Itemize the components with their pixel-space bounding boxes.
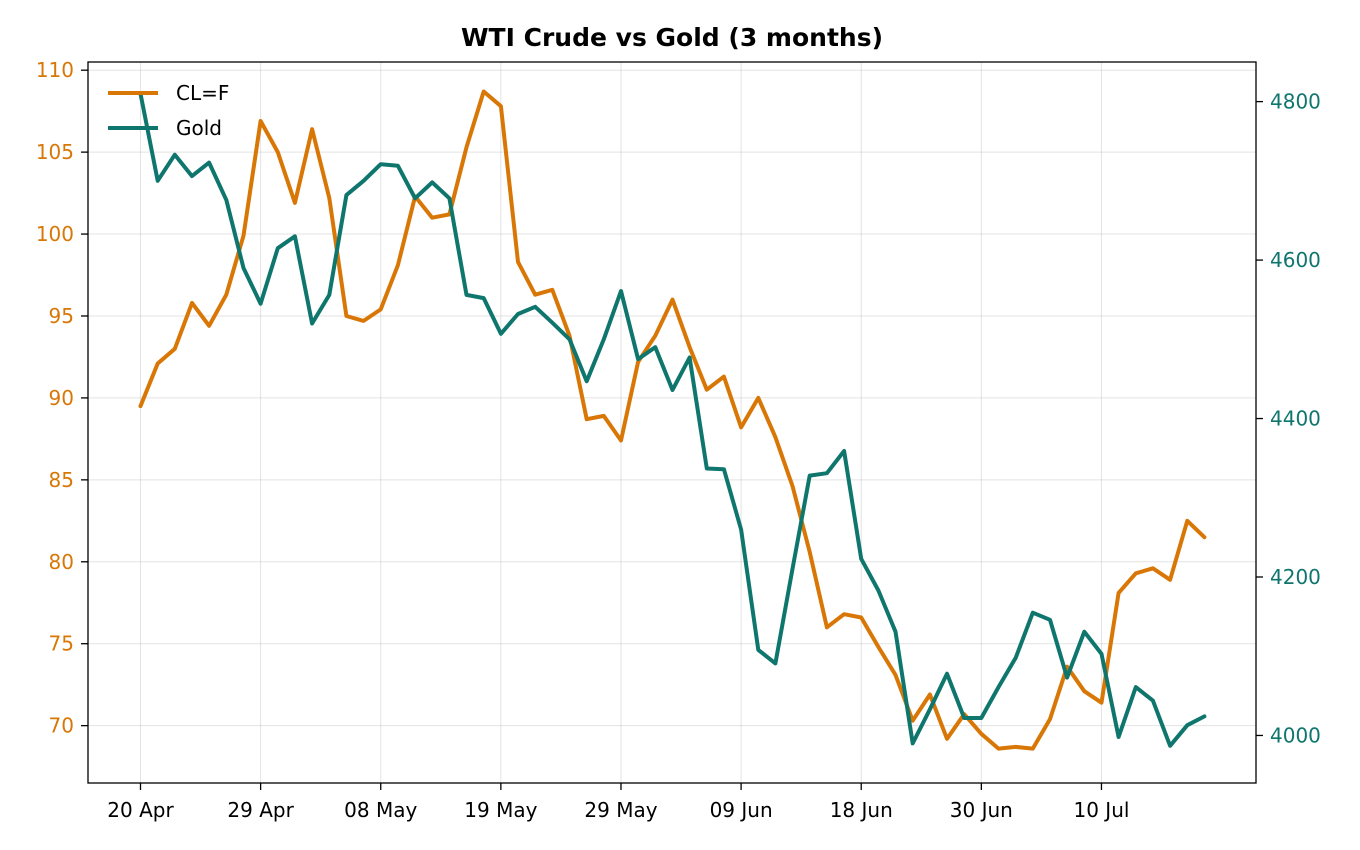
series-line-gold <box>138 91 1207 748</box>
series-layer <box>138 89 1207 751</box>
chart-title: WTI Crude vs Gold (3 months) <box>461 23 883 52</box>
y-axis-left: 70 75 80 85 90 95 100 105 110 <box>36 58 88 738</box>
y-left-tick-label: 70 <box>49 714 74 738</box>
y-left-tick-label: 85 <box>49 468 74 492</box>
y-left-tick-label: 90 <box>49 386 74 410</box>
x-tick-label: 19 May <box>464 798 537 822</box>
x-tick-label: 20 Apr <box>107 798 174 822</box>
legend: CL=F Gold <box>108 81 229 140</box>
series-line-cl-f <box>138 89 1207 751</box>
y-right-tick-label: 4200 <box>1270 565 1321 589</box>
x-tick-label: 09 Jun <box>710 798 773 822</box>
y-right-tick-label: 4000 <box>1270 723 1321 747</box>
y-left-tick-label: 75 <box>49 632 74 656</box>
legend-label: CL=F <box>176 81 229 105</box>
y-right-tick-label: 4600 <box>1270 248 1321 272</box>
y-right-tick-label: 4800 <box>1270 90 1321 114</box>
grid-lines <box>88 62 1256 783</box>
y-right-tick-label: 4400 <box>1270 407 1321 431</box>
x-tick-label: 10 Jul <box>1073 798 1129 822</box>
x-tick-label: 29 May <box>584 798 657 822</box>
y-left-tick-label: 80 <box>49 550 74 574</box>
x-tick-label: 30 Jun <box>950 798 1013 822</box>
y-left-tick-label: 100 <box>36 222 74 246</box>
x-tick-label: 08 May <box>344 798 417 822</box>
legend-label: Gold <box>176 116 222 140</box>
x-tick-label: 29 Apr <box>227 798 294 822</box>
plot-frame <box>87 61 1257 784</box>
y-left-tick-label: 95 <box>49 304 74 328</box>
y-axis-right: 4000 4200 4400 4600 4800 <box>1256 90 1321 747</box>
y-left-tick-label: 110 <box>36 58 74 82</box>
y-left-tick-label: 105 <box>36 140 74 164</box>
x-axis: 20 Apr 29 Apr 08 May 19 May 29 May 09 Jun 18 J… <box>107 783 1129 822</box>
x-tick-label: 18 Jun <box>830 798 893 822</box>
